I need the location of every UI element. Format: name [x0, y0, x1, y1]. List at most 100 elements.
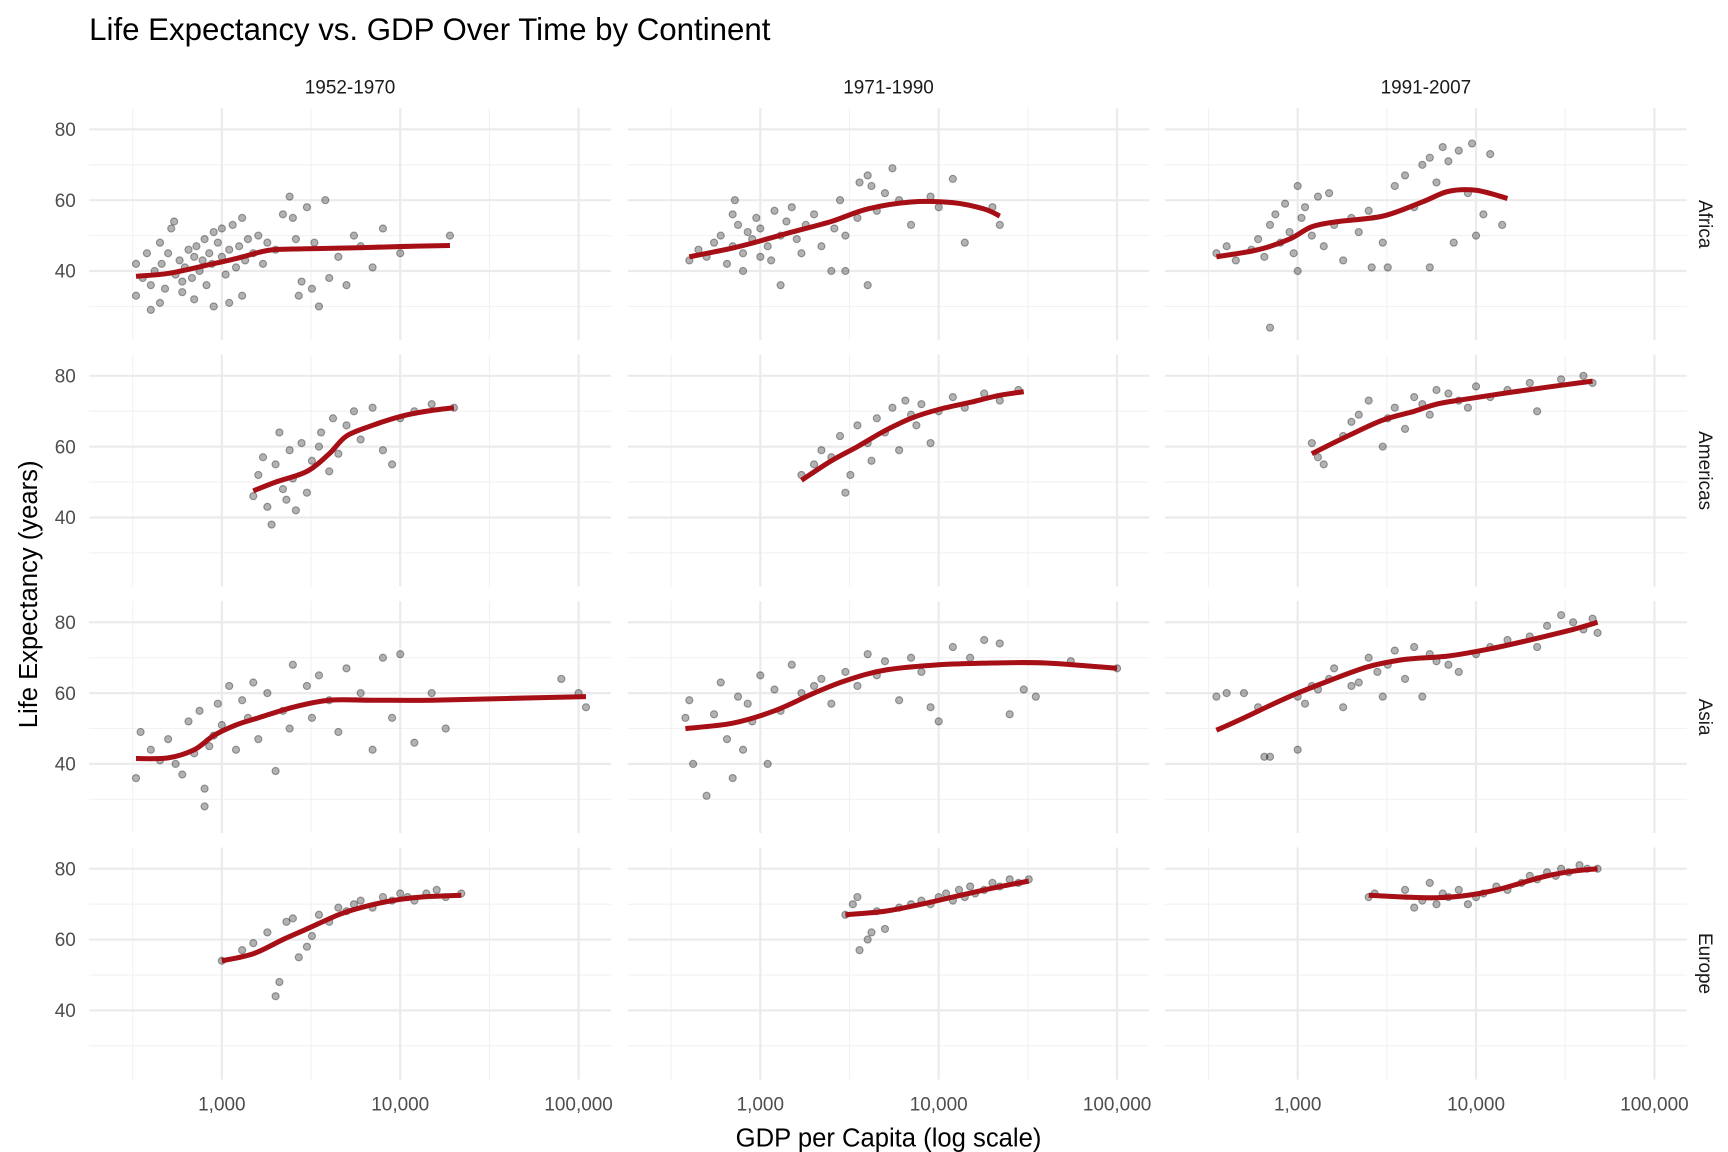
- data-point: [297, 277, 306, 286]
- data-point: [1285, 227, 1294, 237]
- data-point: [1438, 142, 1447, 152]
- data-point: [867, 928, 876, 937]
- data-point: [225, 298, 234, 308]
- data-point: [200, 234, 209, 244]
- data-point: [557, 674, 566, 684]
- data-point: [901, 396, 910, 405]
- data-point: [867, 181, 876, 191]
- data-point: [1486, 149, 1495, 159]
- data-point: [157, 259, 166, 268]
- data-point: [368, 745, 377, 754]
- data-point: [1410, 642, 1419, 652]
- data-point: [1444, 389, 1453, 398]
- data-point: [302, 488, 312, 497]
- data-point: [378, 653, 388, 662]
- row-strip-labels: Africa Americas Asia Europe: [1694, 200, 1715, 994]
- data-point: [1297, 213, 1306, 223]
- data-point: [249, 938, 258, 948]
- data-point: [738, 745, 748, 754]
- smooth-trend-line: [1368, 866, 1598, 901]
- data-point: [1019, 685, 1028, 694]
- data-point: [1378, 238, 1387, 247]
- data-point: [770, 206, 779, 215]
- data-point: [730, 196, 740, 205]
- data-point: [722, 259, 732, 268]
- data-point: [797, 249, 806, 258]
- data-point: [841, 231, 850, 240]
- data-point: [841, 266, 850, 276]
- data-point: [948, 392, 957, 402]
- y-axis-tick-labels: 40 60 80 40 60 80 40 60 80 40 60 80: [55, 120, 76, 1022]
- data-point: [782, 217, 791, 226]
- y-tick-label: 40: [55, 1001, 76, 1022]
- data-point: [817, 242, 826, 251]
- data-point: [809, 460, 819, 469]
- data-point: [314, 671, 324, 680]
- data-point: [1471, 382, 1481, 391]
- data-point: [934, 717, 943, 726]
- data-point: [1222, 688, 1231, 698]
- data-point: [1293, 181, 1302, 191]
- data-point: [258, 453, 268, 462]
- data-point: [809, 210, 819, 219]
- data-point: [1347, 417, 1356, 427]
- data-point: [894, 446, 904, 455]
- data-point: [200, 784, 209, 793]
- data-point: [1354, 227, 1363, 237]
- data-point: [1444, 660, 1453, 669]
- y-tick-label: 60: [55, 437, 76, 458]
- data-point: [288, 660, 297, 669]
- data-point: [131, 773, 141, 783]
- x-axis-title: GDP per Capita (log scale): [736, 1124, 1042, 1152]
- data-point: [817, 674, 826, 684]
- data-point: [131, 259, 141, 268]
- data-point: [1425, 263, 1434, 272]
- data-point: [792, 234, 801, 244]
- data-point: [263, 688, 272, 698]
- data-point: [1418, 692, 1427, 701]
- data-point: [195, 706, 204, 715]
- data-point: [685, 696, 694, 705]
- data-point: [235, 242, 244, 251]
- data-point: [1293, 266, 1302, 276]
- data-point: [1498, 220, 1507, 230]
- data-point: [225, 245, 234, 254]
- data-point: [249, 678, 258, 687]
- data-point: [1231, 256, 1240, 265]
- data-point: [271, 460, 280, 469]
- data-point: [1364, 206, 1373, 215]
- data-point: [1319, 460, 1328, 469]
- panel-grid: [89, 108, 1687, 1080]
- data-point: [1390, 646, 1399, 655]
- data-point: [1319, 242, 1328, 251]
- data-point: [1463, 900, 1473, 909]
- data-point: [146, 281, 155, 290]
- panel-africa-1971-1990: [627, 108, 1150, 341]
- x-tick-label: 1,000: [198, 1095, 245, 1116]
- data-point: [888, 164, 897, 173]
- data-point: [307, 713, 317, 722]
- data-point: [282, 917, 291, 926]
- data-point: [146, 305, 155, 315]
- data-point: [209, 302, 218, 311]
- data-point: [175, 256, 184, 265]
- data-point: [213, 238, 222, 247]
- data-point: [243, 234, 253, 244]
- data-point: [1339, 256, 1348, 265]
- data-point: [1425, 410, 1434, 419]
- data-point: [136, 727, 145, 737]
- data-point: [1364, 396, 1373, 405]
- data-point: [325, 467, 334, 476]
- data-point: [1307, 438, 1316, 448]
- data-point: [830, 224, 839, 233]
- data-point: [278, 210, 288, 219]
- column-strip-labels: 1952-1970 1971-1990 1991-2007: [305, 78, 1471, 99]
- data-point: [184, 717, 193, 726]
- data-point: [356, 435, 365, 444]
- data-point: [263, 238, 272, 247]
- data-point: [966, 653, 975, 662]
- data-point: [378, 446, 388, 455]
- data-point: [1253, 234, 1263, 244]
- data-point: [225, 681, 234, 691]
- data-point: [441, 724, 450, 733]
